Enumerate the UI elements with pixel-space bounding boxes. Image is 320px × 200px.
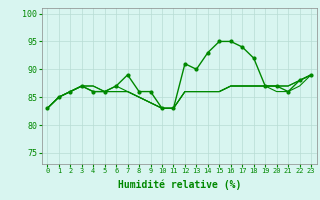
X-axis label: Humidité relative (%): Humidité relative (%) [117, 180, 241, 190]
